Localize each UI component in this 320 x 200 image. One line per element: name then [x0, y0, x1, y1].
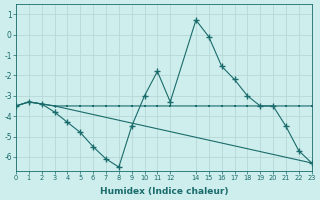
- X-axis label: Humidex (Indice chaleur): Humidex (Indice chaleur): [100, 187, 228, 196]
